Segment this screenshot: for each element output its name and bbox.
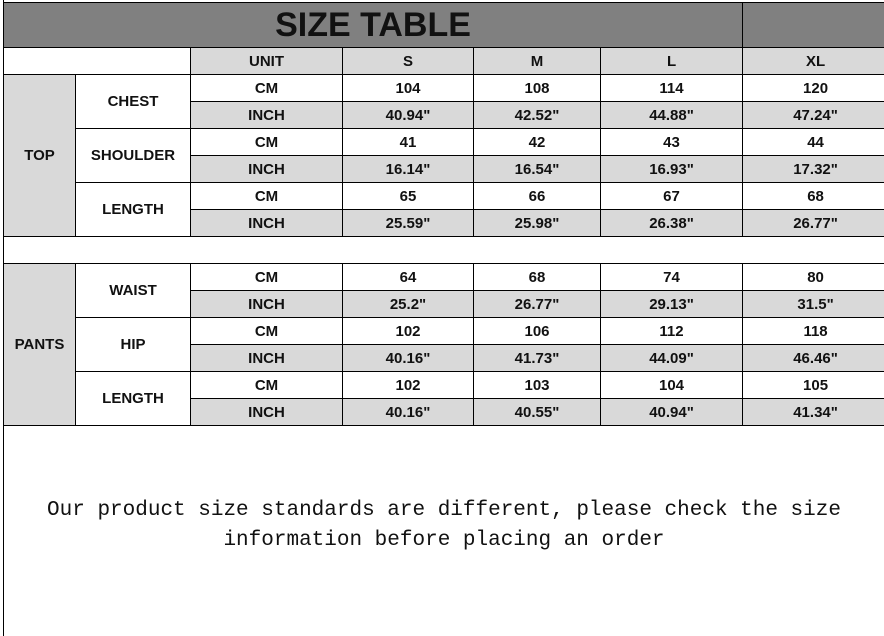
table-row: LENGTH CM 102 103 104 105 — [4, 371, 884, 426]
value-cell: 64 — [342, 263, 474, 291]
value-cell: 26.77" — [742, 209, 884, 237]
value-cell: 40.94" — [342, 101, 474, 129]
table-title: SIZE TABLE — [2, 2, 744, 48]
value-cell: 68 — [473, 263, 601, 291]
unit-cell: INCH — [190, 290, 343, 318]
table-row: SHOULDER CM 41 42 43 44 — [4, 128, 884, 183]
unit-cell: CM — [190, 182, 343, 210]
value-cell: 41 — [342, 128, 474, 156]
section-label: TOP — [3, 74, 76, 237]
value-cell: 114 — [599, 74, 744, 102]
note-line-2: information before placing an order — [223, 529, 665, 552]
unit-cell: CM — [190, 128, 343, 156]
value-cell: 29.13" — [599, 290, 744, 318]
table-row: LENGTH CM 65 66 67 68 — [4, 182, 884, 237]
measure-label: HIP — [75, 317, 191, 372]
value-cell: 26.38" — [599, 209, 744, 237]
unit-cell: CM — [190, 317, 343, 345]
spacer-cell — [2, 236, 884, 264]
value-cell: 46.46" — [742, 344, 884, 372]
value-cell: 103 — [473, 371, 601, 399]
value-cell: 44.88" — [599, 101, 744, 129]
value-cell: 104 — [599, 371, 744, 399]
header-blank — [3, 47, 191, 75]
measure-label: SHOULDER — [75, 128, 191, 183]
value-cell: 65 — [342, 182, 474, 210]
measure-label: LENGTH — [75, 182, 191, 237]
header-size-s: S — [342, 47, 474, 75]
value-cell: 40.16" — [342, 398, 474, 426]
value-cell: 42.52" — [473, 101, 601, 129]
measure-label: LENGTH — [75, 371, 191, 426]
value-cell: 44 — [742, 128, 884, 156]
value-cell: 80 — [742, 263, 884, 291]
value-cell: 25.59" — [342, 209, 474, 237]
value-cell: 118 — [742, 317, 884, 345]
value-cell: 25.98" — [473, 209, 601, 237]
value-cell: 43 — [599, 128, 744, 156]
value-cell: 120 — [742, 74, 884, 102]
value-cell: 16.93" — [599, 155, 744, 183]
value-cell: 47.24" — [742, 101, 884, 129]
table-row: TOP CHEST CM 104 108 114 120 — [3, 74, 884, 237]
unit-cell: CM — [190, 263, 343, 291]
table-row: INCH 16.14" 16.54" 16.93" 17.32" — [4, 155, 884, 183]
header-row: UNIT S M L XL — [3, 47, 884, 75]
value-cell: 40.55" — [473, 398, 601, 426]
value-cell: 106 — [473, 317, 601, 345]
value-cell: 41.73" — [473, 344, 601, 372]
value-cell: 108 — [473, 74, 601, 102]
measure-label: CHEST — [75, 74, 191, 129]
value-cell: 42 — [473, 128, 601, 156]
value-cell: 68 — [742, 182, 884, 210]
measure-label: WAIST — [75, 263, 191, 318]
value-cell: 16.54" — [473, 155, 601, 183]
table-row: INCH 40.94" 42.52" 44.88" 47.24" — [4, 101, 884, 129]
size-note: Our product size standards are different… — [4, 496, 884, 556]
value-cell: 25.2" — [342, 290, 474, 318]
title-side-cell — [742, 2, 884, 48]
table-row: INCH 25.2" 26.77" 29.13" 31.5" — [4, 290, 884, 318]
section-label: PANTS — [3, 263, 76, 426]
unit-cell: INCH — [190, 344, 343, 372]
value-cell: 66 — [473, 182, 601, 210]
table-row: INCH 25.59" 25.98" 26.38" 26.77" — [4, 209, 884, 237]
value-cell: 74 — [599, 263, 744, 291]
size-table: SIZE TABLE UNIT S M L XL TOP CHEST CM 104 10… — [2, 2, 884, 426]
unit-cell: CM — [190, 74, 343, 102]
value-cell: 31.5" — [742, 290, 884, 318]
value-cell: 41.34" — [742, 398, 884, 426]
unit-cell: CM — [190, 371, 343, 399]
value-cell: 67 — [599, 182, 744, 210]
header-size-m: M — [473, 47, 601, 75]
value-cell: 44.09" — [599, 344, 744, 372]
table-row: PANTS WAIST CM 64 68 74 80 — [3, 263, 884, 426]
table-row: HIP CM 102 106 112 118 — [4, 317, 884, 372]
value-cell: 102 — [342, 317, 474, 345]
unit-cell: INCH — [190, 398, 343, 426]
value-cell: 102 — [342, 371, 474, 399]
table-row: INCH 40.16" 40.55" 40.94" 41.34" — [4, 398, 884, 426]
table-row: INCH 40.16" 41.73" 44.09" 46.46" — [4, 344, 884, 372]
header-size-xl: XL — [742, 47, 884, 75]
unit-cell: INCH — [190, 101, 343, 129]
unit-cell: INCH — [190, 209, 343, 237]
value-cell: 40.16" — [342, 344, 474, 372]
header-unit: UNIT — [190, 47, 343, 75]
note-line-1: Our product size standards are different… — [47, 499, 841, 522]
value-cell: 16.14" — [342, 155, 474, 183]
unit-cell: INCH — [190, 155, 343, 183]
value-cell: 104 — [342, 74, 474, 102]
spacer-row — [2, 236, 884, 264]
value-cell: 40.94" — [599, 398, 744, 426]
header-size-l: L — [599, 47, 744, 75]
title-row: SIZE TABLE — [2, 2, 884, 48]
value-cell: 17.32" — [742, 155, 884, 183]
value-cell: 112 — [599, 317, 744, 345]
value-cell: 105 — [742, 371, 884, 399]
value-cell: 26.77" — [473, 290, 601, 318]
